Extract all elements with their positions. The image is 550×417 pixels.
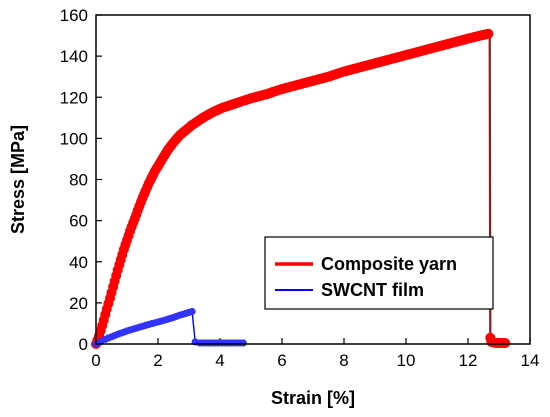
data-series (91, 28, 511, 349)
y-tick-label-1: 20 (69, 294, 88, 313)
x-axis-title: Strain [%] (271, 388, 355, 408)
y-tick-label-7: 140 (60, 47, 88, 66)
plot-frame (95, 14, 531, 345)
point-composite-yarn-284 (500, 338, 511, 348)
y-tick-label-6: 120 (60, 88, 88, 107)
point-swcnt-film-30 (188, 307, 196, 316)
x-tick-label-6: 12 (459, 351, 478, 370)
legend: Composite yarn SWCNT film (264, 236, 494, 310)
x-tick-label-2: 4 (215, 351, 224, 370)
x-tick-label-4: 8 (339, 351, 348, 370)
series-swcnt-film (92, 307, 247, 348)
x-tick-label-7: 14 (521, 351, 540, 370)
point-swcnt-film-46 (239, 339, 247, 347)
legend-label-swcnt-film: SWCNT film (321, 280, 424, 300)
y-tick-label-0: 0 (79, 335, 88, 354)
legend-label-composite-yarn: Composite yarn (321, 254, 457, 274)
y-tick-label-3: 60 (69, 212, 88, 231)
y-tick-label-5: 100 (60, 129, 88, 148)
x-tick-label-3: 6 (277, 351, 286, 370)
y-tick-label-4: 80 (69, 171, 88, 190)
series-composite-yarn (91, 28, 511, 349)
x-tick-label-0: 0 (91, 351, 100, 370)
legend-box (264, 236, 494, 310)
x-tick-label-5: 10 (397, 351, 416, 370)
y-tick-label-8: 160 (60, 6, 88, 25)
y-tick-label-2: 40 (69, 253, 88, 272)
x-tick-label-1: 2 (153, 351, 162, 370)
y-axis-title: Stress [MPa] (8, 125, 28, 234)
point-composite-yarn-273 (483, 28, 494, 39)
